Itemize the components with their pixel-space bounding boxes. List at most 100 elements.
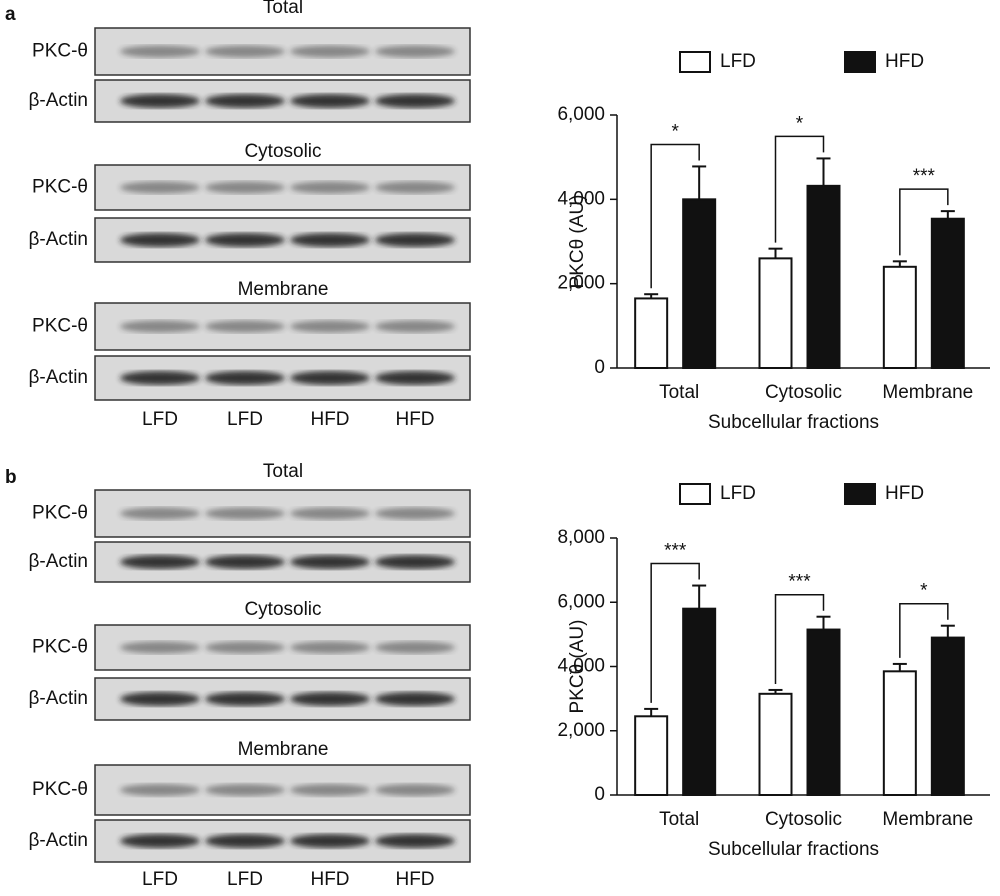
blot-band — [375, 784, 455, 796]
blot-row-label: β-Actin — [29, 90, 89, 111]
blot-band — [205, 692, 285, 706]
significance-bracket — [899, 602, 949, 658]
significance-bracket — [899, 188, 949, 256]
blot-band — [375, 94, 455, 108]
blot-band — [205, 507, 285, 520]
blot-band — [120, 507, 200, 520]
y-axis-label: PKCθ (AU) — [567, 195, 588, 289]
bar — [806, 184, 841, 369]
legend-swatch — [679, 51, 711, 73]
blot-band — [375, 507, 455, 520]
blot-band — [290, 45, 370, 58]
y-tick-label: 8,000 — [557, 527, 605, 548]
blot-band — [205, 320, 285, 333]
blot-band — [120, 94, 200, 108]
legend-swatch — [679, 483, 711, 505]
y-tick-label: 2,000 — [557, 273, 605, 294]
significance-bracket — [774, 135, 825, 243]
blot-title: Membrane — [238, 279, 329, 300]
blot-band — [290, 507, 370, 520]
blot-band — [120, 641, 200, 654]
lane-label: LFD — [227, 409, 263, 430]
bar — [930, 636, 965, 797]
blot-band — [205, 233, 285, 247]
blot-band — [375, 641, 455, 654]
blot-band — [205, 834, 285, 848]
blot-row-label: β-Actin — [29, 229, 89, 250]
blot-title: Membrane — [238, 739, 329, 760]
blot-row-label: PKC-θ — [32, 41, 88, 62]
blot-band — [205, 94, 285, 108]
blot-band — [290, 692, 370, 706]
lane-label: LFD — [227, 869, 263, 890]
bar — [806, 628, 841, 797]
bar — [882, 670, 917, 796]
blot-band — [375, 181, 455, 194]
blot-band — [290, 371, 370, 385]
bar — [634, 297, 669, 369]
bar — [882, 265, 917, 369]
lane-label: HFD — [310, 409, 349, 430]
lane-label: HFD — [310, 869, 349, 890]
y-tick-label: 6,000 — [557, 591, 605, 612]
blot-band — [205, 784, 285, 796]
x-tick-label: Total — [659, 809, 699, 830]
y-tick-label: 2,000 — [557, 720, 605, 741]
blot-row-label: β-Actin — [29, 367, 89, 388]
blot-band — [120, 45, 200, 58]
legend-swatch — [844, 51, 876, 73]
y-tick-label: 6,000 — [557, 104, 605, 125]
blot-band — [120, 371, 200, 385]
bar — [930, 217, 965, 369]
x-tick-label: Cytosolic — [765, 382, 842, 403]
blot-title: Cytosolic — [244, 141, 321, 162]
lane-label: LFD — [142, 869, 178, 890]
blot-row-label: PKC-θ — [32, 637, 88, 658]
blot-band — [375, 320, 455, 333]
blot-band — [120, 320, 200, 333]
x-tick-label: Cytosolic — [765, 809, 842, 830]
y-tick-label: 0 — [594, 784, 605, 805]
lane-label: LFD — [142, 409, 178, 430]
blot-row-label: PKC-θ — [32, 503, 88, 524]
bar — [682, 198, 717, 369]
blot-title: Total — [263, 461, 303, 482]
blot-band — [290, 555, 370, 569]
blot-band — [290, 784, 370, 796]
legend-label: LFD — [720, 51, 756, 72]
legend-label: HFD — [885, 51, 924, 72]
blot-band — [120, 692, 200, 706]
blot-band — [205, 45, 285, 58]
significance-label: *** — [788, 572, 811, 593]
significance-label: *** — [913, 166, 936, 187]
x-axis-label: Subcellular fractions — [708, 412, 879, 433]
blot-band — [290, 181, 370, 194]
blot-band — [205, 181, 285, 194]
lane-label: HFD — [395, 869, 434, 890]
blot-band — [375, 45, 455, 58]
panel-label: b — [5, 467, 17, 488]
bar — [682, 607, 717, 796]
blot-row-label: PKC-θ — [32, 316, 88, 337]
legend-label: LFD — [720, 483, 756, 504]
blot-band — [375, 233, 455, 247]
y-axis-label: PKCθ (AU) — [567, 620, 588, 714]
x-tick-label: Membrane — [882, 809, 973, 830]
blot-row-label: PKC-θ — [32, 177, 88, 198]
blot-row-label: PKC-θ — [32, 779, 88, 800]
x-axis-label: Subcellular fractions — [708, 839, 879, 860]
significance-bracket — [774, 593, 825, 684]
legend-label: HFD — [885, 483, 924, 504]
blot-band — [375, 555, 455, 569]
bar — [758, 692, 793, 797]
blot-band — [120, 834, 200, 848]
blot-band — [120, 784, 200, 796]
blot-band — [290, 320, 370, 333]
blot-band — [375, 371, 455, 385]
blot-band — [290, 641, 370, 654]
x-tick-label: Membrane — [882, 382, 973, 403]
blot-band — [120, 555, 200, 569]
blot-band — [120, 233, 200, 247]
